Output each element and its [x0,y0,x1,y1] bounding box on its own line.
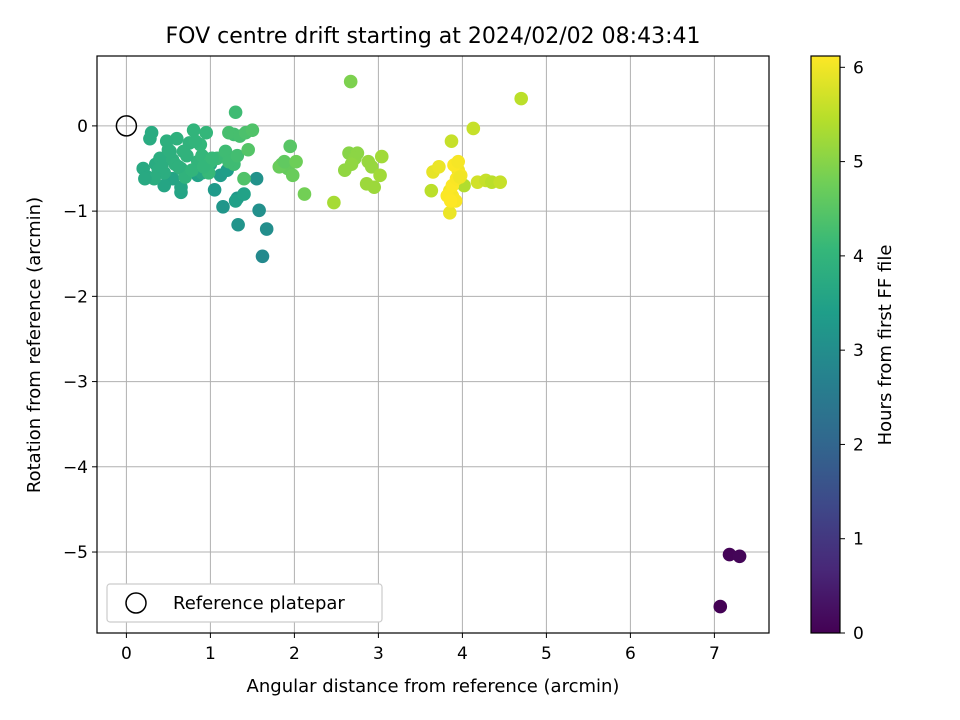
colorbar-tick-label: 3 [853,341,864,361]
colorbar-tick-label: 6 [853,58,864,78]
colorbar-label: Hours from first FF file [875,245,896,446]
colorbar-tick-label: 5 [853,153,864,173]
data-point [259,222,274,236]
data-point [732,549,747,564]
data-point [344,157,359,172]
data-point [228,105,243,120]
y-tick-label: −4 [63,458,88,478]
data-point [231,217,245,232]
data-point [218,144,233,159]
data-point [722,547,737,562]
data-point [367,180,382,195]
data-point [289,154,303,169]
colorbar-tick-label: 2 [853,435,864,455]
data-point [241,142,255,157]
legend-box [106,583,383,623]
x-tick-label: 2 [289,644,300,664]
x-tick-label: 5 [541,644,552,664]
data-point [245,123,260,137]
x-tick-label: 1 [205,644,216,664]
data-point [171,159,186,174]
chart-title: FOV centre drift starting at 2024/02/02 … [166,24,701,49]
y-tick-label: −1 [63,202,88,222]
data-point [237,187,251,201]
data-point [154,159,169,174]
y-axis-ticks: 0 −1 −2 −3 −4 −5 [63,117,97,563]
data-point [713,599,728,614]
data-point [249,171,264,186]
data-point [364,159,379,174]
x-tick-label: 3 [373,644,384,664]
data-point [237,171,251,186]
plot-frame [96,55,770,634]
data-point [424,183,439,198]
x-tick-label: 6 [625,644,636,664]
data-point [285,168,300,183]
data-point [444,134,459,149]
y-axis-label: Rotation from reference (arcmin) [24,197,45,493]
data-point [443,206,457,220]
data-point [188,134,203,149]
data-point [163,144,177,159]
data-point [205,151,219,166]
x-tick-label: 0 [121,644,132,664]
data-point [159,134,174,149]
data-point [453,170,467,184]
data-point [143,131,157,146]
x-axis-ticks: 0 1 2 3 4 5 6 7 [121,633,720,664]
data-point [252,203,266,218]
data-point [199,125,213,140]
y-tick-label: −3 [63,373,88,393]
data-point [373,168,387,183]
data-point [185,163,199,178]
data-point [255,249,270,264]
data-point [327,195,341,210]
x-tick-label: 7 [709,644,720,664]
data-point [451,154,466,169]
data-point [443,194,458,208]
reference-platepar-marker [115,115,138,137]
grid-lines [97,56,769,633]
x-axis-label: Angular distance from reference (arcmin) [247,676,620,697]
data-point [514,91,528,106]
legend-marker-reference [125,592,147,614]
y-tick-label: 0 [77,117,88,137]
data-point [138,171,152,186]
data-point [216,200,230,214]
data-point [196,159,211,174]
data-points [115,74,747,614]
data-point [186,123,201,137]
x-tick-label: 4 [457,644,468,664]
colorbar: 0 1 2 3 4 5 6 Hours from first FF file [810,55,896,644]
data-point [157,178,171,193]
data-point [493,175,508,189]
colorbar-tick-label: 0 [853,624,864,644]
data-point [230,148,245,163]
colorbar-gradient [810,55,841,634]
data-point [466,121,481,136]
legend-label-reference: Reference platepar [173,593,345,614]
data-point [374,149,389,164]
data-point [174,180,188,195]
data-point [277,154,292,169]
y-tick-label: −2 [63,287,88,307]
data-point [297,187,312,201]
colorbar-ticks: 0 1 2 3 4 5 6 [840,58,864,644]
data-point [343,74,358,89]
data-point [432,159,446,174]
legend: Reference platepar [106,583,383,623]
data-point [222,125,236,140]
data-point [180,148,194,163]
data-point [207,183,222,197]
data-point [283,139,298,154]
y-tick-label: −5 [63,543,88,563]
colorbar-tick-label: 4 [853,247,864,267]
colorbar-tick-label: 1 [853,530,864,550]
